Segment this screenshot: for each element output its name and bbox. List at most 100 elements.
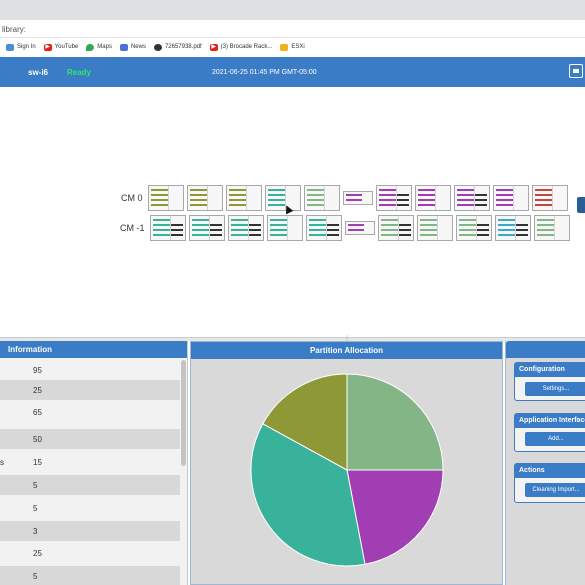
slot-card[interactable] <box>456 215 492 241</box>
port-bar-dark <box>210 224 222 226</box>
port-bar <box>535 204 553 206</box>
settings-button[interactable]: Settings... <box>525 382 585 396</box>
slot-card[interactable] <box>226 185 262 211</box>
port-bar <box>379 204 397 206</box>
port-bar <box>420 229 438 231</box>
list-view-icon[interactable] <box>577 197 585 213</box>
pie-slice[interactable] <box>346 469 444 565</box>
address-bar[interactable]: library: <box>0 20 585 38</box>
slot-card[interactable] <box>304 185 340 211</box>
port-bar-dark <box>399 229 411 231</box>
globe-icon <box>153 43 162 51</box>
scrollbar[interactable] <box>181 360 186 466</box>
port-bar-dark <box>327 229 339 231</box>
port-bar <box>535 199 553 201</box>
card-divider <box>552 186 566 210</box>
bookmark-label: (3) Brocade Rack... <box>220 44 273 50</box>
bookmark-maps[interactable]: Maps <box>86 43 112 51</box>
info-row-value: 65 <box>33 408 42 417</box>
port-bar-dark <box>516 224 528 226</box>
slot-card[interactable] <box>228 215 264 241</box>
chassis-view: CM 0 CM -1 <box>0 87 585 337</box>
address-text: library: <box>2 25 27 34</box>
port-bar <box>418 199 436 201</box>
info-row-value: 25 <box>33 386 42 395</box>
port-bar-dark <box>516 229 528 231</box>
port-bar <box>457 194 475 196</box>
port-bar-dark <box>171 229 183 231</box>
bookmark-esxi[interactable]: ESXi <box>280 43 305 51</box>
add-button[interactable]: Add... <box>525 432 585 446</box>
slot-card[interactable] <box>306 215 342 241</box>
port-bar-dark <box>210 234 222 236</box>
bookmark-label: YouTube <box>54 44 79 50</box>
slot-card[interactable] <box>378 215 414 241</box>
port-bar <box>231 219 249 221</box>
cleaning-import-button[interactable]: Cleaning Import... <box>525 483 585 497</box>
panel-divider[interactable]: ⋮ <box>0 336 585 342</box>
port-bar <box>190 204 208 206</box>
port-bar-dark <box>477 229 489 231</box>
bookmark-youtube[interactable]: ▶ YouTube <box>43 43 79 51</box>
card-divider <box>285 186 299 210</box>
bookmark-brocade[interactable]: ▶ (3) Brocade Rack... <box>209 43 273 51</box>
slot-card[interactable] <box>150 215 186 241</box>
logout-icon[interactable] <box>569 64 583 78</box>
port-bar <box>307 204 325 206</box>
port-bar <box>192 219 210 221</box>
drag-handle-icon[interactable]: ⋮ <box>344 336 350 342</box>
port-bar <box>307 194 325 196</box>
info-row: 5 <box>0 566 180 585</box>
slot-card[interactable] <box>495 215 531 241</box>
slot-card[interactable] <box>148 185 184 211</box>
slot-card[interactable] <box>267 215 303 241</box>
slot-card[interactable] <box>187 185 223 211</box>
slot-card[interactable] <box>532 185 568 211</box>
cm-0-card-row <box>148 185 568 211</box>
card-divider <box>168 186 182 210</box>
pie-slice[interactable] <box>346 373 444 471</box>
port-bar <box>153 229 171 231</box>
port-bar <box>537 219 555 221</box>
port-bar <box>459 219 477 221</box>
port-bar <box>270 229 288 231</box>
port-bar-dark <box>475 194 487 196</box>
port-bar <box>309 224 327 226</box>
pie-slice[interactable] <box>250 423 366 567</box>
bookmark-news[interactable]: News <box>119 43 146 51</box>
port-bar <box>459 224 477 226</box>
pie-slice[interactable] <box>262 373 348 471</box>
slot-card[interactable] <box>415 185 451 211</box>
port-bar <box>496 194 514 196</box>
port-bar <box>190 199 208 201</box>
actions-title: Actions <box>515 464 585 478</box>
slot-card[interactable] <box>493 185 529 211</box>
youtube-icon: ▶ <box>43 43 52 51</box>
port-bar <box>309 234 327 236</box>
actions-box: Actions Cleaning Import... <box>514 463 585 503</box>
switch-name: sw-i6 <box>28 68 49 77</box>
port-bar <box>231 229 249 231</box>
bookmark-sign-in[interactable]: Sign In <box>6 43 36 51</box>
port-bar-dark <box>327 234 339 236</box>
card-divider <box>513 186 527 210</box>
card-divider <box>474 186 488 210</box>
port-bar <box>496 189 514 191</box>
slot-card[interactable] <box>189 215 225 241</box>
slot-card[interactable] <box>265 185 301 211</box>
slot-card[interactable] <box>454 185 490 211</box>
port-bar-dark <box>210 229 222 231</box>
slot-card[interactable] <box>534 215 570 241</box>
bookmark-pdf[interactable]: 72657938.pdf <box>153 43 202 51</box>
port-bar-dark <box>516 234 528 236</box>
card-divider <box>287 216 301 240</box>
card-divider <box>209 216 223 240</box>
port-bar <box>190 189 208 191</box>
info-row-value: 25 <box>33 549 42 558</box>
slot-card[interactable] <box>343 191 373 205</box>
slot-card[interactable] <box>417 215 453 241</box>
port-bar <box>381 219 399 221</box>
port-bar <box>229 199 247 201</box>
slot-card[interactable] <box>376 185 412 211</box>
slot-card[interactable] <box>345 221 375 235</box>
